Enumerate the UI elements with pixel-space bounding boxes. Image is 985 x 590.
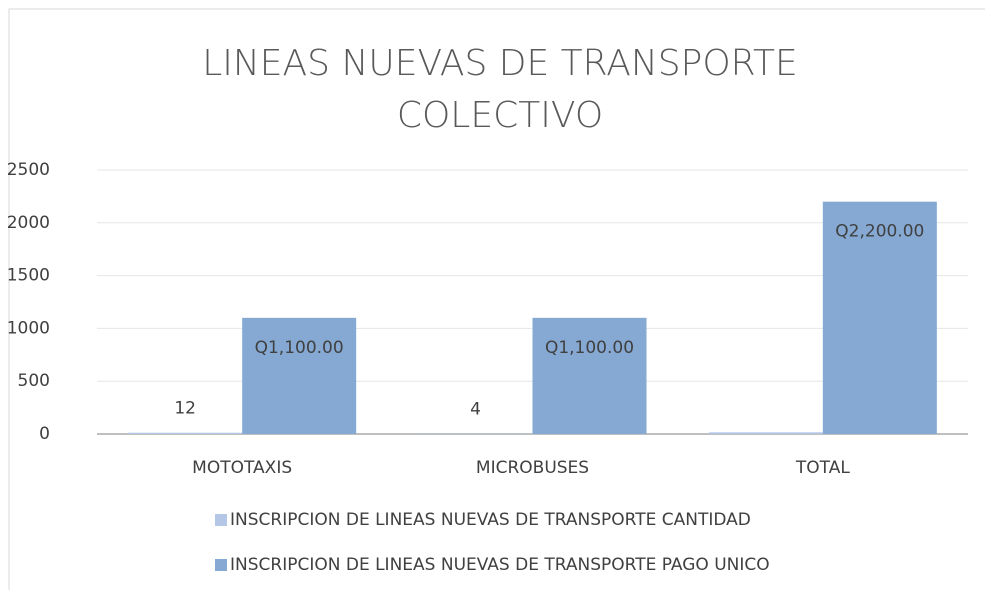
bar bbox=[242, 317, 357, 434]
data-label: Q1,100.00 bbox=[545, 338, 634, 358]
y-tick-label: 500 bbox=[18, 371, 50, 391]
y-tick-label: 0 bbox=[39, 424, 50, 444]
data-label: 4 bbox=[470, 400, 481, 420]
x-tick-label: MICROBUSES bbox=[476, 458, 589, 478]
x-tick-label: MOTOTAXIS bbox=[192, 458, 292, 478]
legend-label: INSCRIPCION DE LINEAS NUEVAS DE TRANSPOR… bbox=[230, 510, 751, 530]
legend-swatch bbox=[215, 514, 227, 526]
data-label: Q2,200.00 bbox=[835, 222, 924, 242]
legend-swatch bbox=[215, 559, 227, 571]
y-tick-label: 2500 bbox=[7, 160, 50, 180]
bar bbox=[822, 201, 937, 434]
data-label: Q1,100.00 bbox=[255, 338, 344, 358]
x-tick-label: TOTAL bbox=[795, 458, 850, 478]
y-tick-label: 2000 bbox=[7, 213, 50, 233]
chart-border bbox=[8, 8, 985, 590]
chart-title: LINEAS NUEVAS DE TRANSPORTE COLECTIVO bbox=[202, 43, 798, 136]
bar bbox=[532, 317, 647, 434]
bar bbox=[128, 432, 243, 434]
y-tick-label: 1500 bbox=[7, 266, 50, 286]
legend-label: INSCRIPCION DE LINEAS NUEVAS DE TRANSPOR… bbox=[230, 555, 770, 575]
y-tick-label: 1000 bbox=[7, 318, 50, 338]
bar bbox=[708, 432, 823, 434]
data-label: 12 bbox=[174, 399, 196, 419]
